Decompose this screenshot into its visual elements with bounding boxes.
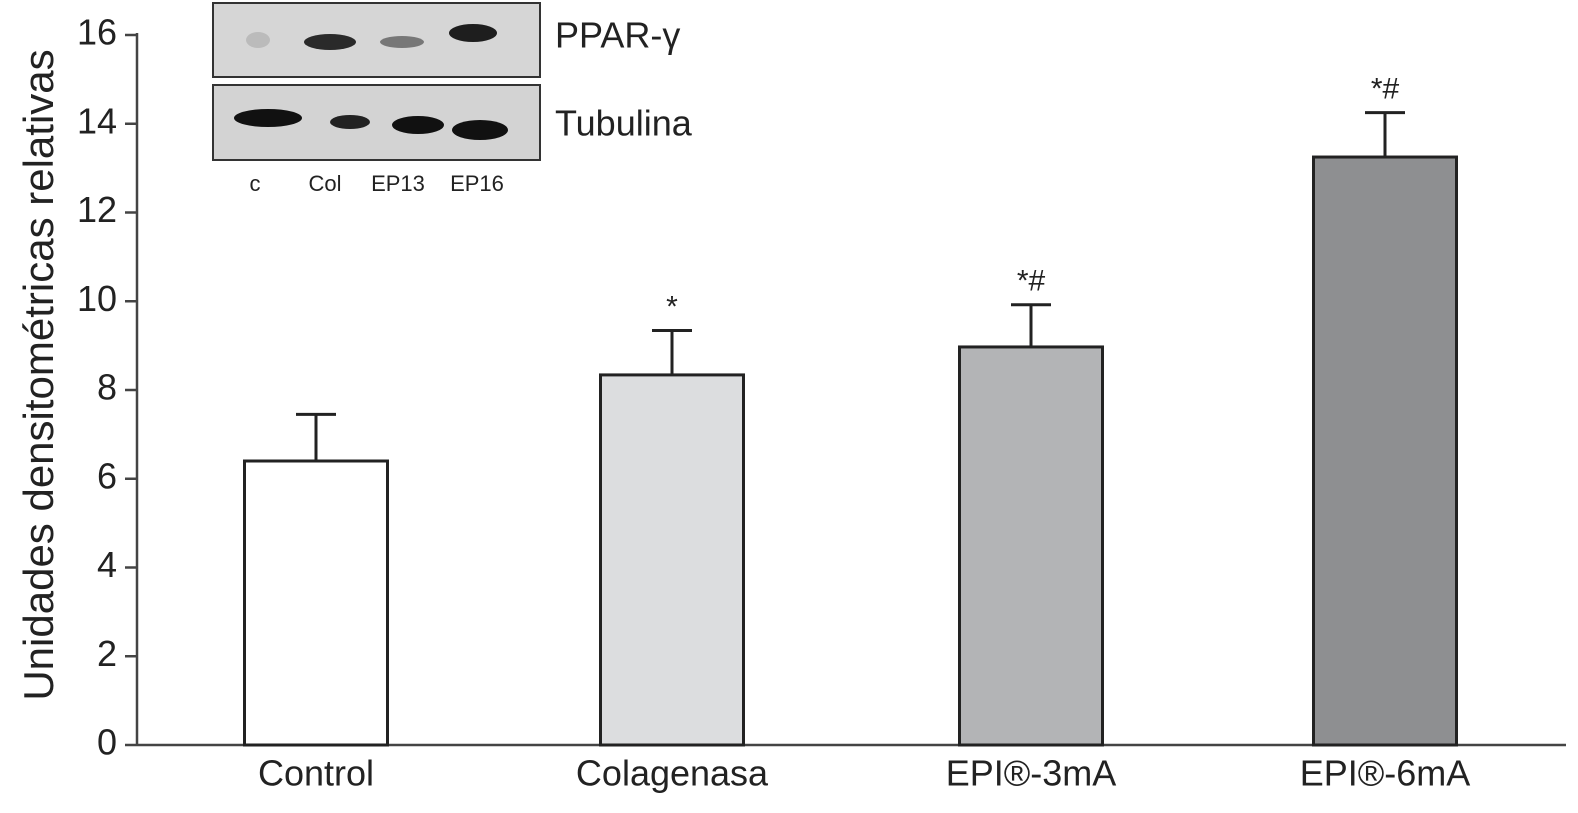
y-tick-label: 8	[97, 367, 117, 408]
blot-lane-label: c	[250, 171, 261, 196]
blot-band	[392, 116, 444, 134]
blot-inset: PPAR-γ Tubulina c Col EP13 EP16	[212, 2, 693, 196]
blot-band	[330, 115, 370, 129]
blot-band	[449, 24, 497, 42]
y-tick-label: 12	[77, 189, 117, 230]
blot-band	[304, 34, 356, 50]
blot-band	[452, 120, 508, 140]
blot-band	[246, 32, 270, 48]
significance-label: *#	[1371, 73, 1400, 106]
x-tick-label: EPI®-3mA	[946, 753, 1117, 794]
x-tick-label: Colagenasa	[576, 753, 769, 794]
bar	[958, 345, 1104, 747]
blot-band	[234, 109, 302, 127]
bar	[243, 459, 389, 747]
bar	[1312, 155, 1458, 747]
y-tick-label: 2	[97, 633, 117, 674]
blot-row-label: Tubulina	[555, 103, 693, 144]
x-tick-label: Control	[258, 753, 374, 794]
y-tick-label: 10	[77, 278, 117, 319]
blot-lane-label: Col	[308, 171, 341, 196]
blot-lane-label: EP13	[371, 171, 425, 196]
x-tick-label: EPI®-6mA	[1300, 753, 1471, 794]
blot-band	[380, 36, 424, 48]
blot-lane-label: EP16	[450, 171, 504, 196]
y-tick-label: 16	[77, 12, 117, 53]
significance-label: *#	[1017, 265, 1046, 298]
y-tick-label: 6	[97, 455, 117, 496]
y-axis-label: Unidades densitométricas relativas	[15, 49, 62, 700]
y-tick-label: 14	[77, 100, 117, 141]
y-tick-label: 4	[97, 544, 117, 585]
bar	[599, 373, 745, 747]
significance-label: *	[666, 290, 678, 323]
y-tick-label: 0	[97, 722, 117, 763]
blot-row-label: PPAR-γ	[555, 15, 680, 56]
